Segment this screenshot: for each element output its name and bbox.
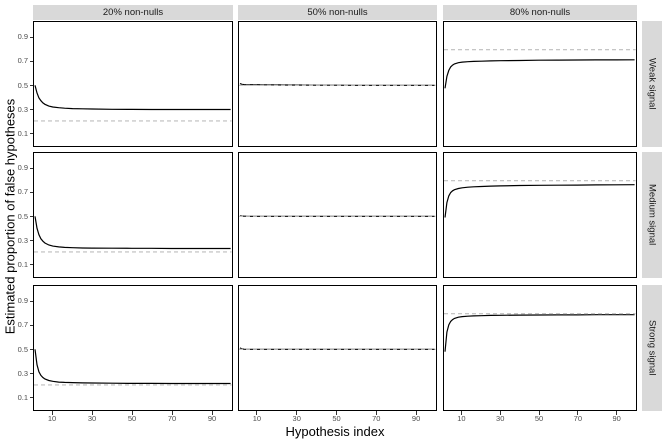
facet-panel (238, 21, 437, 147)
y-tick-mark (29, 216, 33, 217)
facet-panel (443, 285, 637, 411)
facet-panel (238, 285, 437, 411)
y-tick-label: 0.3 (17, 235, 28, 245)
x-tick-mark (577, 411, 579, 415)
facet-panel (443, 152, 637, 278)
x-tick-label: 70 (167, 414, 177, 423)
x-tick-mark (375, 411, 377, 415)
row-facet-strip: Strong signal (642, 285, 662, 411)
x-tick-label: 30 (496, 414, 505, 423)
x-tick-mark (91, 411, 93, 415)
x-tick-mark (538, 411, 540, 415)
y-tick-label: 0.5 (17, 211, 28, 221)
facet-panel (238, 152, 437, 278)
panel-canvas (444, 180, 636, 218)
x-tick-label: 50 (127, 414, 137, 423)
y-tick-mark (29, 349, 33, 350)
panel-canvas (239, 347, 436, 350)
estimate-curve (444, 184, 635, 218)
y-tick-label: 0.9 (17, 296, 28, 306)
y-tick-mark (29, 264, 33, 266)
y-tick-label: 0.5 (17, 80, 28, 90)
y-tick-label: 0.9 (17, 32, 28, 42)
col-facet-strip: 50% non-nulls (238, 5, 437, 20)
y-tick-label: 0.7 (17, 56, 28, 66)
y-tick-mark (29, 109, 33, 111)
x-tick-mark (211, 411, 213, 415)
y-tick-mark (29, 36, 33, 38)
x-tick-label: 10 (252, 414, 262, 423)
x-tick-label: 90 (207, 414, 217, 423)
estimate-curve (34, 216, 231, 250)
y-tick-label: 0.7 (17, 187, 28, 197)
panel-canvas (239, 215, 436, 217)
x-tick-mark (616, 411, 618, 415)
col-facet-strip: 20% non-nulls (33, 5, 233, 20)
row-facet-strip: Weak signal (642, 21, 662, 147)
row-facet-strip: Medium signal (642, 152, 662, 278)
x-tick-label: 50 (332, 414, 341, 423)
panel-canvas (34, 216, 232, 253)
panel-canvas (444, 49, 636, 89)
x-tick-label: 30 (87, 414, 97, 423)
y-tick-mark (29, 85, 33, 86)
y-tick-label: 0.3 (17, 368, 28, 378)
x-tick-label: 70 (372, 414, 381, 423)
estimate-curve (34, 349, 231, 385)
x-tick-label: 30 (292, 414, 301, 423)
x-tick-mark (256, 411, 258, 415)
y-tick-label: 0.1 (17, 128, 28, 138)
x-tick-label: 70 (573, 414, 582, 423)
y-tick-mark (29, 324, 33, 326)
x-tick-label: 10 (457, 414, 466, 423)
x-axis-title: Hypothesis index (285, 424, 385, 439)
facet-panel (443, 21, 637, 147)
estimate-curve (444, 59, 635, 89)
y-tick-mark (29, 133, 33, 135)
y-tick-label: 0.5 (17, 344, 28, 354)
x-tick-mark (131, 411, 133, 415)
y-tick-mark (29, 60, 33, 62)
facet-panel (33, 21, 233, 147)
y-tick-label: 0.3 (17, 104, 28, 114)
x-tick-mark (499, 411, 501, 415)
x-tick-label: 10 (47, 414, 57, 423)
x-tick-label: 50 (534, 414, 544, 423)
col-facet-strip: 80% non-nulls (443, 5, 637, 20)
panel-canvas (239, 82, 436, 86)
y-tick-mark (29, 240, 33, 242)
y-tick-label: 0.9 (17, 163, 28, 173)
x-tick-mark (171, 411, 173, 415)
y-tick-label: 0.1 (17, 392, 28, 402)
x-tick-label: 90 (411, 414, 421, 423)
x-tick-mark (336, 411, 337, 415)
facet-panel (33, 152, 233, 278)
y-tick-label: 0.7 (17, 320, 28, 330)
panel-canvas (444, 313, 636, 352)
facet-panel (33, 285, 233, 411)
y-tick-mark (29, 300, 33, 302)
x-tick-mark (296, 411, 298, 415)
estimate-curve (34, 85, 231, 111)
y-tick-mark (29, 373, 33, 375)
y-tick-mark (29, 397, 33, 399)
y-tick-mark (29, 167, 33, 169)
x-tick-mark (415, 411, 417, 415)
x-tick-mark (51, 411, 53, 415)
y-tick-label: 0.1 (17, 259, 28, 269)
y-tick-mark (29, 191, 33, 193)
estimate-curve (444, 314, 635, 352)
x-tick-label: 90 (612, 414, 621, 423)
panel-canvas (34, 349, 232, 386)
panel-canvas (34, 85, 232, 122)
x-tick-mark (460, 411, 462, 415)
